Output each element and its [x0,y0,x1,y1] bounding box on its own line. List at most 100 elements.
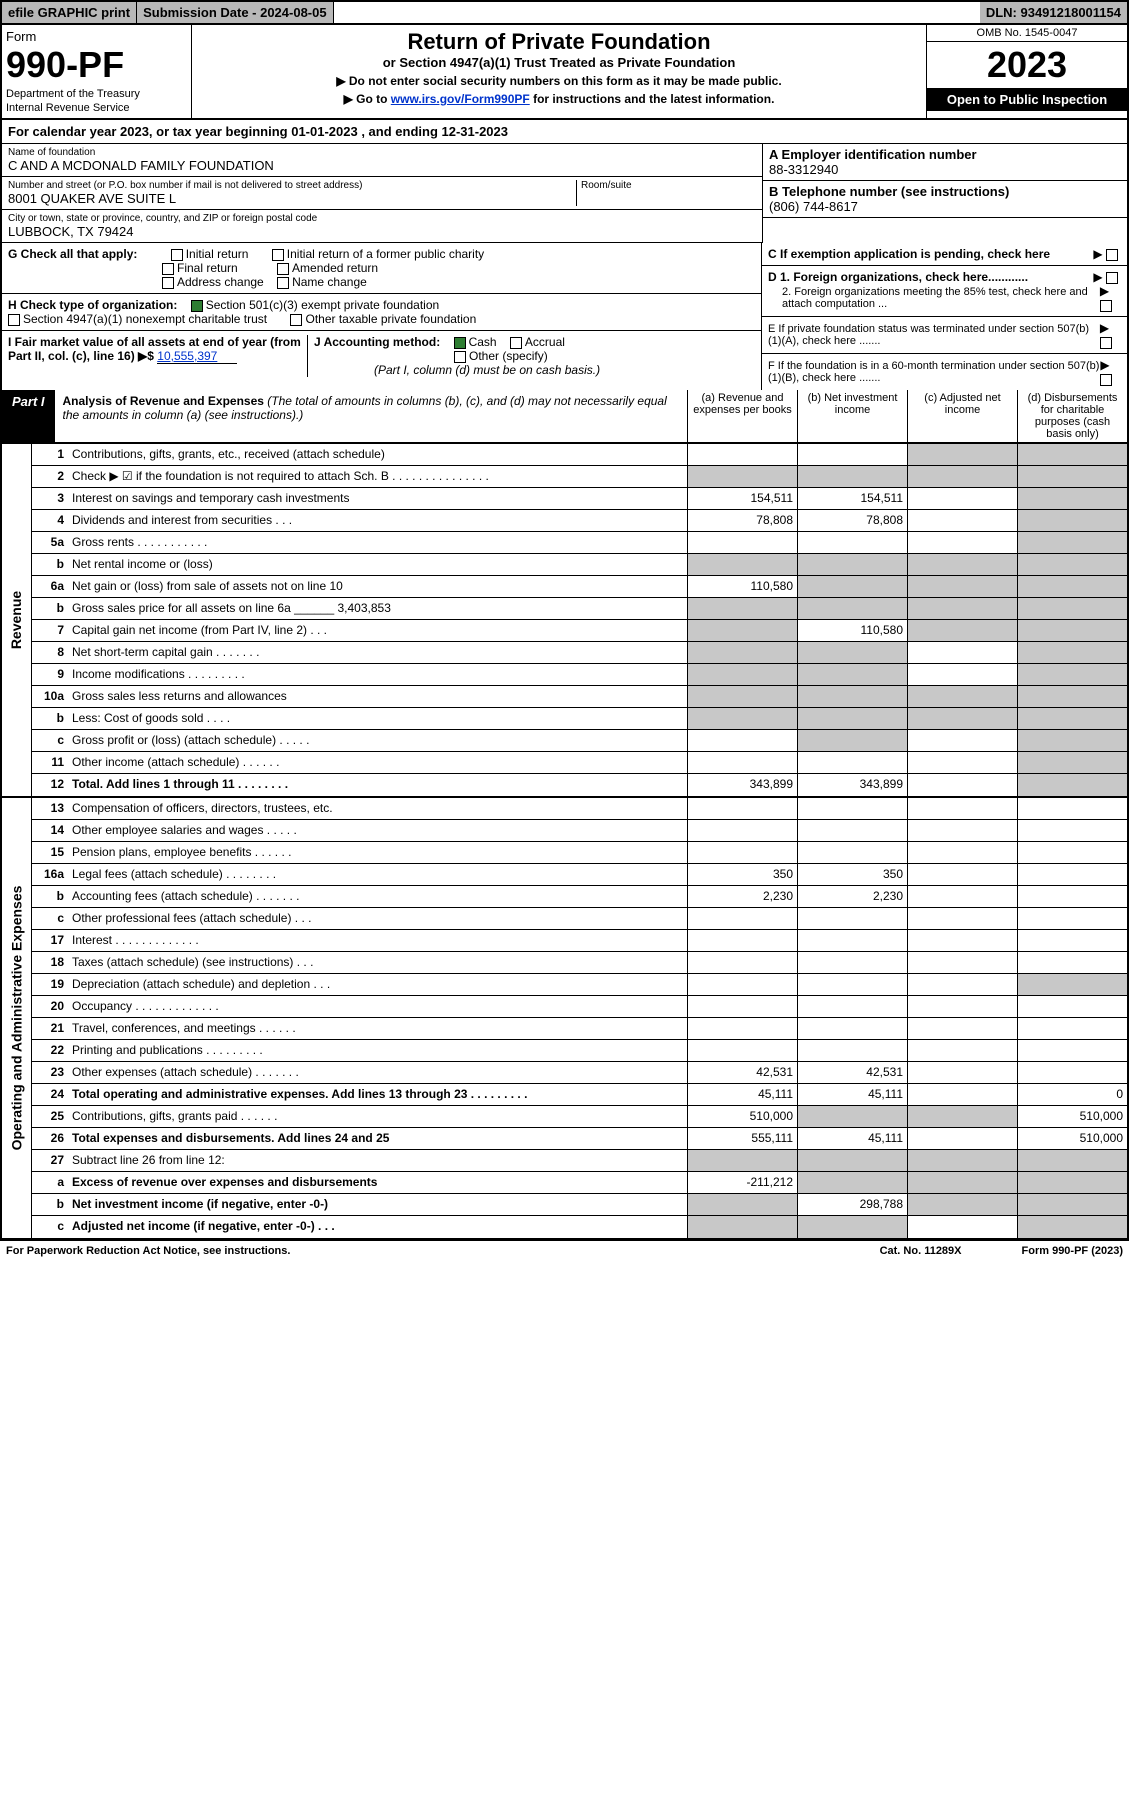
g-label: G Check all that apply: [8,247,137,261]
ck-e[interactable] [1100,337,1112,349]
line-desc: Gross sales price for all assets on line… [68,598,687,619]
col-a: 343,899 [687,774,797,796]
header-left: Form 990-PF Department of the Treasury I… [2,25,192,118]
entity-block: Name of foundation C AND A MCDONALD FAMI… [0,144,1129,243]
line-desc: Accounting fees (attach schedule) . . . … [68,886,687,907]
g-opt-4: Address change [177,275,264,289]
ck-other-acct[interactable] [454,351,466,363]
line-cols: 110,580 [687,576,1127,597]
ck-addr[interactable] [162,277,174,289]
i-value[interactable]: 10,555,397 [157,349,237,364]
col-b [797,952,907,973]
expenses-table: Operating and Administrative Expenses 13… [0,798,1129,1240]
table-row: cAdjusted net income (if negative, enter… [32,1216,1127,1238]
room-label: Room/suite [581,180,756,191]
line-no: c [32,1216,68,1238]
col-b [797,908,907,929]
col-c [907,488,1017,509]
col-b: 343,899 [797,774,907,796]
ck-cash[interactable] [454,337,466,349]
table-row: 18Taxes (attach schedule) (see instructi… [32,952,1127,974]
form-link[interactable]: www.irs.gov/Form990PF [391,92,530,106]
line-no: 18 [32,952,68,973]
line-no: 14 [32,820,68,841]
col-a [687,642,797,663]
g-opt-3: Amended return [292,261,378,275]
table-row: 24Total operating and administrative exp… [32,1084,1127,1106]
revenue-side: Revenue [2,444,32,796]
d2-label: 2. Foreign organizations meeting the 85%… [768,286,1100,310]
ck-4947[interactable] [8,314,20,326]
line-desc: Gross profit or (loss) (attach schedule)… [68,730,687,751]
col-d [1017,1172,1127,1193]
line-no: 11 [32,752,68,773]
city-value: LUBBOCK, TX 79424 [8,224,134,239]
ck-d1[interactable] [1106,272,1118,284]
col-b [797,842,907,863]
col-c [907,1216,1017,1238]
table-row: 26Total expenses and disbursements. Add … [32,1128,1127,1150]
col-b [797,532,907,553]
line-cols [687,686,1127,707]
line-desc: Income modifications . . . . . . . . . [68,664,687,685]
table-row: 3Interest on savings and temporary cash … [32,488,1127,510]
table-row: 7Capital gain net income (from Part IV, … [32,620,1127,642]
col-d [1017,996,1127,1017]
col-c [907,620,1017,641]
col-d [1017,642,1127,663]
col-d [1017,664,1127,685]
address: 8001 QUAKER AVE SUITE L [8,191,176,206]
col-d [1017,864,1127,885]
col-a [687,466,797,487]
ck-initial[interactable] [171,249,183,261]
line-desc: Contributions, gifts, grants, etc., rece… [68,444,687,465]
line-no: 4 [32,510,68,531]
col-d [1017,510,1127,531]
col-c [907,466,1017,487]
col-b: 350 [797,864,907,885]
col-b [797,1216,907,1238]
line-no: 20 [32,996,68,1017]
ck-final[interactable] [162,263,174,275]
line-no: 8 [32,642,68,663]
line-no: 19 [32,974,68,995]
col-c [907,1040,1017,1061]
ck-amended[interactable] [277,263,289,275]
line-cols: 343,899343,899 [687,774,1127,796]
line-desc: Contributions, gifts, grants paid . . . … [68,1106,687,1127]
line-cols [687,1150,1127,1171]
ck-name[interactable] [277,277,289,289]
col-c [907,1062,1017,1083]
ck-initial-public[interactable] [272,249,284,261]
phone-value: (806) 744-8617 [769,199,858,214]
line-desc: Total. Add lines 1 through 11 . . . . . … [68,774,687,796]
col-c [907,708,1017,729]
j-note: (Part I, column (d) must be on cash basi… [374,363,600,377]
line-no: b [32,554,68,575]
line-no: 13 [32,798,68,819]
city-cell: City or town, state or province, country… [2,210,762,243]
table-row: 23Other expenses (attach schedule) . . .… [32,1062,1127,1084]
col-d: 510,000 [1017,1106,1127,1127]
g-opt-1: Initial return of a former public charit… [287,247,484,261]
h-label: H Check type of organization: [8,298,177,312]
ck-other-tax[interactable] [290,314,302,326]
ck-accrual[interactable] [510,337,522,349]
col-d-hdr: (d) Disbursements for charitable purpose… [1017,390,1127,442]
col-a [687,730,797,751]
ck-c[interactable] [1106,249,1118,261]
col-d [1017,488,1127,509]
footer-right: Form 990-PF (2023) [1022,1245,1123,1257]
page-footer: For Paperwork Reduction Act Notice, see … [0,1240,1129,1261]
col-c [907,996,1017,1017]
ck-d2[interactable] [1100,300,1112,312]
line-cols: 2,2302,230 [687,886,1127,907]
dln-label: DLN: 93491218001154 [980,2,1127,23]
line-cols [687,554,1127,575]
col-b [797,664,907,685]
ck-501c3[interactable] [191,300,203,312]
col-c [907,1084,1017,1105]
ck-f[interactable] [1100,374,1112,386]
col-c [907,444,1017,465]
table-row: 25Contributions, gifts, grants paid . . … [32,1106,1127,1128]
